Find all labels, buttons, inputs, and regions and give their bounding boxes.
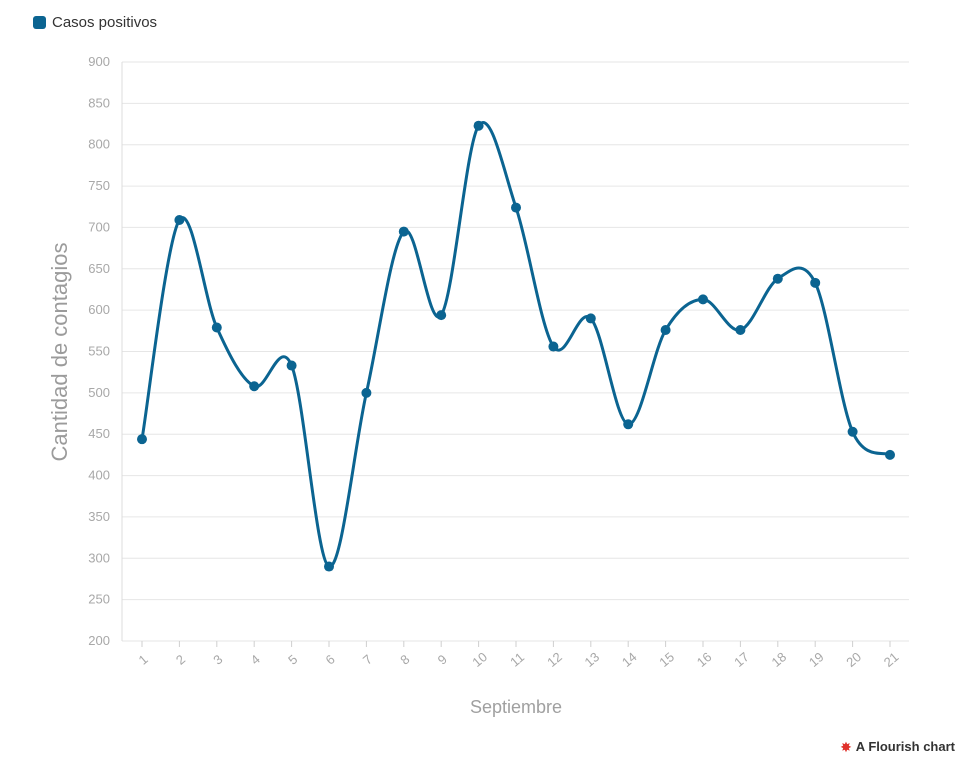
data-point[interactable] — [398, 226, 409, 237]
y-tick-label: 600 — [88, 302, 110, 317]
x-tick-label: 21 — [881, 649, 902, 670]
data-point[interactable] — [174, 214, 185, 225]
data-point[interactable] — [361, 387, 372, 398]
data-point[interactable] — [735, 324, 746, 335]
data-point[interactable] — [585, 313, 596, 324]
y-axis-title: Cantidad de contagios — [47, 243, 72, 462]
flourish-icon: ✸ — [840, 738, 852, 755]
x-tick-label: 1 — [136, 651, 151, 667]
data-point[interactable] — [698, 294, 708, 305]
data-point[interactable] — [286, 360, 297, 371]
credit-label: A Flourish chart — [855, 739, 955, 754]
legend-label: Casos positivos — [52, 14, 158, 31]
y-tick-label: 850 — [88, 95, 110, 110]
x-tick-label: 10 — [469, 649, 490, 670]
data-point[interactable] — [324, 561, 334, 572]
data-point[interactable] — [436, 310, 447, 321]
legend-swatch — [33, 16, 46, 29]
y-tick-label: 250 — [88, 592, 110, 607]
data-point[interactable] — [137, 434, 147, 445]
data-point[interactable] — [772, 273, 783, 284]
series-line — [140, 121, 892, 569]
x-tick-label: 7 — [360, 651, 375, 667]
x-tick-label: 18 — [769, 649, 790, 670]
y-tick-label: 750 — [88, 178, 110, 193]
x-tick-label: 14 — [619, 649, 640, 670]
y-tick-label: 900 — [88, 54, 110, 69]
x-tick-label: 5 — [285, 651, 300, 667]
data-point[interactable] — [847, 426, 858, 437]
x-tick-label: 3 — [210, 651, 225, 667]
x-tick-label: 12 — [544, 649, 565, 670]
y-tick-label: 700 — [88, 219, 110, 234]
x-axis-ticks: 1 2 3 4 5 6 7 8 9 10 11 12 13 14 15 16 17 18 19 20 21 — [136, 641, 902, 670]
y-tick-label: 400 — [88, 468, 110, 483]
y-tick-label: 800 — [88, 137, 110, 152]
y-tick-label: 550 — [88, 344, 110, 359]
x-tick-label: 8 — [397, 651, 412, 667]
x-tick-label: 2 — [173, 651, 188, 667]
data-point[interactable] — [623, 419, 634, 430]
x-tick-label: 16 — [694, 649, 715, 670]
data-point[interactable] — [885, 449, 895, 460]
data-point[interactable] — [810, 277, 821, 288]
x-tick-label: 6 — [323, 651, 338, 667]
x-axis-title: Septiembre — [470, 697, 562, 717]
y-axis-ticks: 200 250 300 350 400 450 500 550 600 650 700 750 800 8… — [88, 54, 110, 648]
y-tick-label: 200 — [88, 633, 110, 648]
y-tick-label: 500 — [88, 385, 110, 400]
flourish-credit[interactable]: ✸ A Flourish chart — [840, 739, 955, 754]
data-point[interactable] — [249, 381, 260, 392]
x-tick-label: 15 — [656, 649, 677, 670]
x-tick-label: 20 — [843, 649, 864, 670]
y-tick-label: 300 — [88, 550, 110, 565]
x-tick-label: 9 — [435, 651, 450, 667]
y-tick-label: 350 — [88, 509, 110, 524]
data-point[interactable] — [473, 120, 484, 131]
data-point[interactable] — [660, 324, 671, 335]
x-tick-label: 4 — [248, 651, 263, 667]
x-tick-label: 11 — [507, 649, 527, 669]
data-point[interactable] — [211, 322, 222, 333]
x-tick-label: 13 — [582, 649, 603, 670]
data-point[interactable] — [511, 202, 521, 213]
gridlines — [121, 61, 909, 642]
y-tick-label: 450 — [88, 426, 110, 441]
y-tick-label: 650 — [88, 261, 110, 276]
x-tick-label: 17 — [731, 649, 752, 670]
x-tick-label: 19 — [806, 649, 827, 670]
series-layer — [137, 120, 895, 572]
data-point[interactable] — [548, 341, 559, 352]
legend: Casos positivos — [33, 14, 157, 31]
